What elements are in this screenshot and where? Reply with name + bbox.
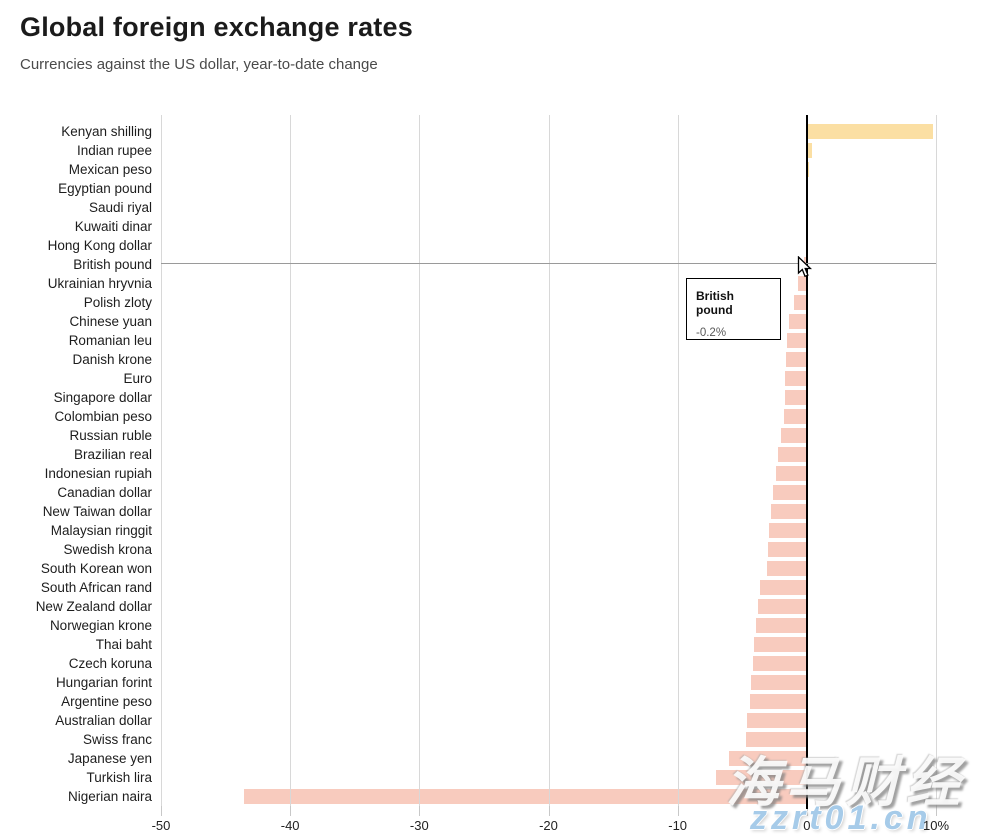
category-label: Chinese yuan [69,314,152,329]
x-tickmark [290,806,292,816]
bar-kenyan-shilling[interactable] [806,124,934,139]
gridline [677,115,679,806]
category-label: Romanian leu [68,333,152,348]
bar-ukrainian-hryvnia[interactable] [797,276,807,291]
x-tickmark [936,806,937,816]
gridline [936,115,937,806]
category-label: Australian dollar [55,713,152,728]
tooltip-title: British pound [696,289,735,317]
category-label: Egyptian pound [58,181,152,196]
gridline [419,115,421,806]
category-label: Swedish krona [63,542,152,557]
bar-malaysian-ringgit[interactable] [769,523,807,538]
bar-australian-dollar[interactable] [747,713,807,728]
mouse-cursor-icon [797,256,813,278]
category-label: Saudi riyal [88,200,152,215]
bar-swedish-krona[interactable] [768,542,807,557]
bar-hungarian-forint[interactable] [751,675,807,690]
x-axis-tick-label: -30 [409,818,429,833]
category-label: Ukrainian hryvnia [47,276,152,291]
category-label: South Korean won [40,561,152,576]
gridline [290,115,292,806]
bar-euro[interactable] [784,371,807,386]
category-label: Kuwaiti dinar [74,219,152,234]
bar-chinese-yuan[interactable] [788,314,807,329]
bar-south-african-rand[interactable] [760,580,807,595]
x-tickmark [677,806,679,816]
category-label: Argentine peso [61,694,152,709]
gridline [548,115,550,806]
category-label: Japanese yen [67,751,152,766]
x-tickmark [419,806,421,816]
bar-thai-baht[interactable] [753,637,807,652]
bar-romanian-leu[interactable] [787,333,807,348]
bar-japanese-yen[interactable] [729,751,807,766]
bar-russian-ruble[interactable] [781,428,807,443]
category-label: Brazilian real [73,447,152,462]
x-tickmark [548,806,550,816]
category-label: British pound [73,257,152,272]
bar-new-taiwan-dollar[interactable] [770,504,807,519]
category-label: New Zealand dollar [35,599,152,614]
category-label: Singapore dollar [53,390,152,405]
category-label: Russian ruble [69,428,152,443]
x-tickmark [161,806,162,816]
category-label: Euro [123,371,152,386]
bar-argentine-peso[interactable] [750,694,807,709]
x-axis-tick-label: -40 [280,818,300,833]
category-label: Hungarian forint [55,675,152,690]
hover-row-line [161,262,936,264]
bar-new-zealand-dollar[interactable] [757,599,807,614]
x-tickmark [806,806,808,816]
category-label: Malaysian ringgit [50,523,152,538]
x-axis-tick-label: 0 [803,818,811,833]
bar-czech-koruna[interactable] [752,656,807,671]
category-label: Swiss franc [82,732,152,747]
bar-norwegian-krone[interactable] [756,618,807,633]
category-label: Canadian dollar [57,485,152,500]
bar-polish-zloty[interactable] [793,295,807,310]
category-label: Hong Kong dollar [47,238,152,253]
category-label: Thai baht [95,637,152,652]
bar-swiss-franc[interactable] [746,732,807,747]
bar-canadian-dollar[interactable] [773,485,807,500]
category-label: Mexican peso [68,162,152,177]
category-label: Indonesian rupiah [44,466,152,481]
bar-indonesian-rupiah[interactable] [775,466,807,481]
bar-singapore-dollar[interactable] [784,390,807,405]
x-axis-tick-label: -10 [668,818,688,833]
category-label: Danish krone [72,352,152,367]
zero-axis-line [805,115,808,809]
page-title: Global foreign exchange rates [20,12,413,42]
bar-mexican-peso[interactable] [806,162,810,177]
x-axis-tick-label: -50 [151,818,171,833]
bar-danish-krone[interactable] [786,352,807,367]
bar-turkish-lira[interactable] [716,770,807,785]
category-label: New Taiwan dollar [42,504,152,519]
category-label: Colombian peso [54,409,152,424]
page-subtitle: Currencies against the US dollar, year-t… [20,56,378,73]
x-axis-tick-label: -20 [539,818,558,833]
category-label: South African rand [40,580,152,595]
category-label: Norwegian krone [49,618,152,633]
watermark-url: zzrt01.cn [750,799,932,837]
category-label: Czech koruna [68,656,152,671]
x-axis-tick-label: 10% [922,818,950,833]
gridline [161,115,162,806]
bar-south-korean-won[interactable] [766,561,807,576]
category-label: Kenyan shilling [61,124,152,139]
category-label: Turkish lira [86,770,152,785]
bar-brazilian-real[interactable] [778,447,807,462]
bar-colombian-peso[interactable] [783,409,807,424]
tooltip: British pound -0.2% [686,278,781,340]
category-label: Indian rupee [76,143,152,158]
watermark-text: 海马财经 [726,753,966,813]
category-label: Nigerian naira [67,789,152,804]
bar-indian-rupee[interactable] [806,143,812,158]
tooltip-value: -0.2% [696,327,727,339]
category-label: Polish zloty [83,295,152,310]
bar-nigerian-naira[interactable] [243,789,807,804]
